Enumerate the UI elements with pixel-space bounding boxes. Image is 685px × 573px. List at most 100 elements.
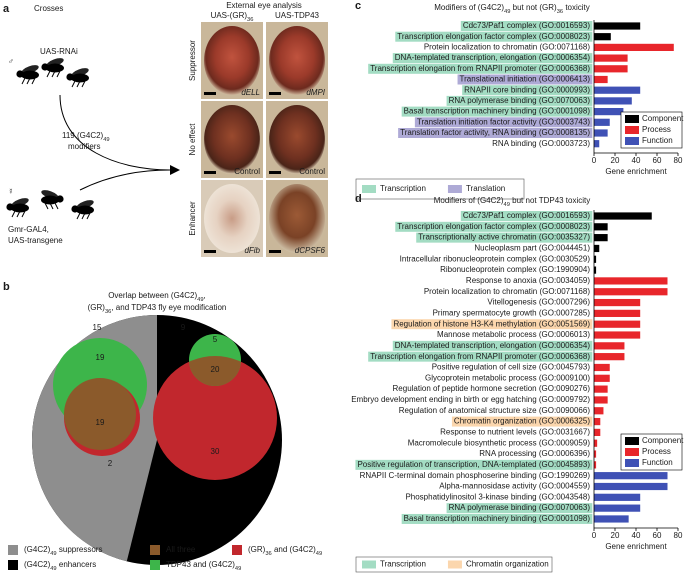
bar xyxy=(594,234,608,242)
legend-label-part: 49 xyxy=(235,566,241,572)
category-label: Basal transcription machinery binding (G… xyxy=(404,107,591,116)
title-part: Overlap between (G4C2) xyxy=(108,291,197,300)
x-tick-label: 80 xyxy=(674,531,683,540)
column-label-part: 36 xyxy=(247,17,253,23)
legend-swatch xyxy=(625,115,639,123)
category-highlight xyxy=(355,459,593,470)
x-tick-label: 40 xyxy=(632,531,641,540)
category-label: Nucleoplasm part (GO:0044451) xyxy=(474,244,590,253)
category-label: RNA processing (GO:0006396) xyxy=(479,449,590,458)
fly-leg xyxy=(16,210,21,218)
fly-icon xyxy=(71,200,94,220)
category-highlight xyxy=(392,340,593,351)
legend-swatch xyxy=(447,560,462,569)
category-label: Primary spermatocyte growth (GO:0007285) xyxy=(433,308,591,317)
legend-swatch xyxy=(625,448,639,456)
scale-bar xyxy=(269,92,281,95)
category-label: Translation initiation factor activity (… xyxy=(417,117,590,126)
chart-title-part: but not (GR) xyxy=(510,3,557,12)
category-label: Intracellular ribonucleoprotein complex … xyxy=(400,254,591,263)
bar xyxy=(594,493,641,501)
bar xyxy=(594,43,674,51)
venn-count: 15 xyxy=(93,323,102,332)
scale-bar xyxy=(269,171,281,174)
label-part: 49 xyxy=(103,137,109,143)
legend-swatch xyxy=(362,560,376,569)
label: 119 (G4C2)49 xyxy=(62,131,110,142)
row-label: Enhancer xyxy=(188,201,197,236)
title-part: , xyxy=(204,291,206,300)
bar xyxy=(594,309,641,317)
fly-body xyxy=(71,73,89,83)
category-label: Vitellogenesis (GO:0007296) xyxy=(487,298,590,307)
title-part: (GR) xyxy=(88,303,106,312)
photo-label: Control xyxy=(299,167,325,176)
chart-title: Modifiers of (G4C2)49 but not TDP43 toxi… xyxy=(434,196,591,207)
bar xyxy=(594,298,641,307)
category-label: Translation factor activity, RNA binding… xyxy=(400,128,590,137)
legend-swatch xyxy=(625,126,639,134)
category-label: Transcription elongation factor complex … xyxy=(397,32,590,41)
category-highlight xyxy=(416,232,593,243)
legend-label-part: All three xyxy=(166,545,196,554)
fly-head xyxy=(16,70,24,78)
eye-photo xyxy=(269,26,325,95)
x-tick-label: 40 xyxy=(632,156,641,165)
category-highlight xyxy=(368,351,593,362)
row-label: Suppressor xyxy=(188,40,197,81)
bar xyxy=(594,33,611,41)
category-label: Mannose metabolic process (GO:0006013) xyxy=(437,330,590,339)
legend-label-part: (G4C2) xyxy=(24,560,51,569)
legend-label: Function xyxy=(642,458,673,467)
panel-letter: b xyxy=(3,281,10,293)
x-tick-label: 0 xyxy=(592,531,597,540)
legend-swatch xyxy=(8,560,18,570)
label: Gmr-GAL4, xyxy=(8,225,49,234)
title: Overlap between (G4C2)49, xyxy=(108,291,206,302)
category-highlight xyxy=(401,513,593,524)
bar xyxy=(594,353,625,361)
venn-all-three xyxy=(64,378,136,450)
bar xyxy=(594,266,597,274)
category-highlight xyxy=(414,117,593,128)
legend-label: Component xyxy=(642,114,684,123)
legend-label: Component xyxy=(642,436,684,445)
panel-letter: a xyxy=(3,3,10,15)
legend-label: All three xyxy=(166,545,196,554)
category-label: RNA polymerase binding (GO:0070063) xyxy=(449,96,591,105)
x-axis-label: Gene enrichment xyxy=(605,167,667,176)
legend-label-part: suppressors xyxy=(57,545,103,554)
bar xyxy=(594,118,610,126)
panel-letter: d xyxy=(355,193,362,205)
venn-count: 20 xyxy=(211,365,220,374)
category-label: Macromolecule biosynthetic process (GO:0… xyxy=(408,438,591,447)
fly-head xyxy=(6,203,14,211)
fly-leg xyxy=(26,77,31,85)
category-label: Glycoprotein metabolic process (GO:00091… xyxy=(425,373,590,382)
legend-label: Function xyxy=(642,136,673,145)
fly-leg xyxy=(81,212,86,220)
fly-leg xyxy=(54,202,59,210)
eye-photo xyxy=(204,26,260,95)
bar xyxy=(594,108,624,116)
category-highlight xyxy=(460,21,593,31)
venn-gr36 xyxy=(153,356,277,480)
category-label: Basal transcription machinery binding (G… xyxy=(404,514,591,523)
legend-label-part: and (G4C2) xyxy=(272,545,316,554)
bar xyxy=(594,65,628,73)
bar xyxy=(594,428,601,436)
photo-label: dFib xyxy=(244,246,260,255)
legend-label-part: TDP43 and (G4C2) xyxy=(166,560,235,569)
x-tick-label: 60 xyxy=(653,156,662,165)
eye-photo xyxy=(204,105,260,174)
venn-count: 30 xyxy=(211,447,220,456)
category-label: Response to anoxia (GO:0034059) xyxy=(466,276,590,285)
category-highlight xyxy=(462,85,593,96)
fly-icon xyxy=(41,58,64,78)
label-part: 119 (G4C2) xyxy=(62,131,104,140)
fly-body xyxy=(76,205,94,215)
category-label: Transcriptionally active chromatin (GO:0… xyxy=(418,233,590,242)
eye-photo xyxy=(204,184,260,253)
venn-count: 19 xyxy=(96,353,105,362)
